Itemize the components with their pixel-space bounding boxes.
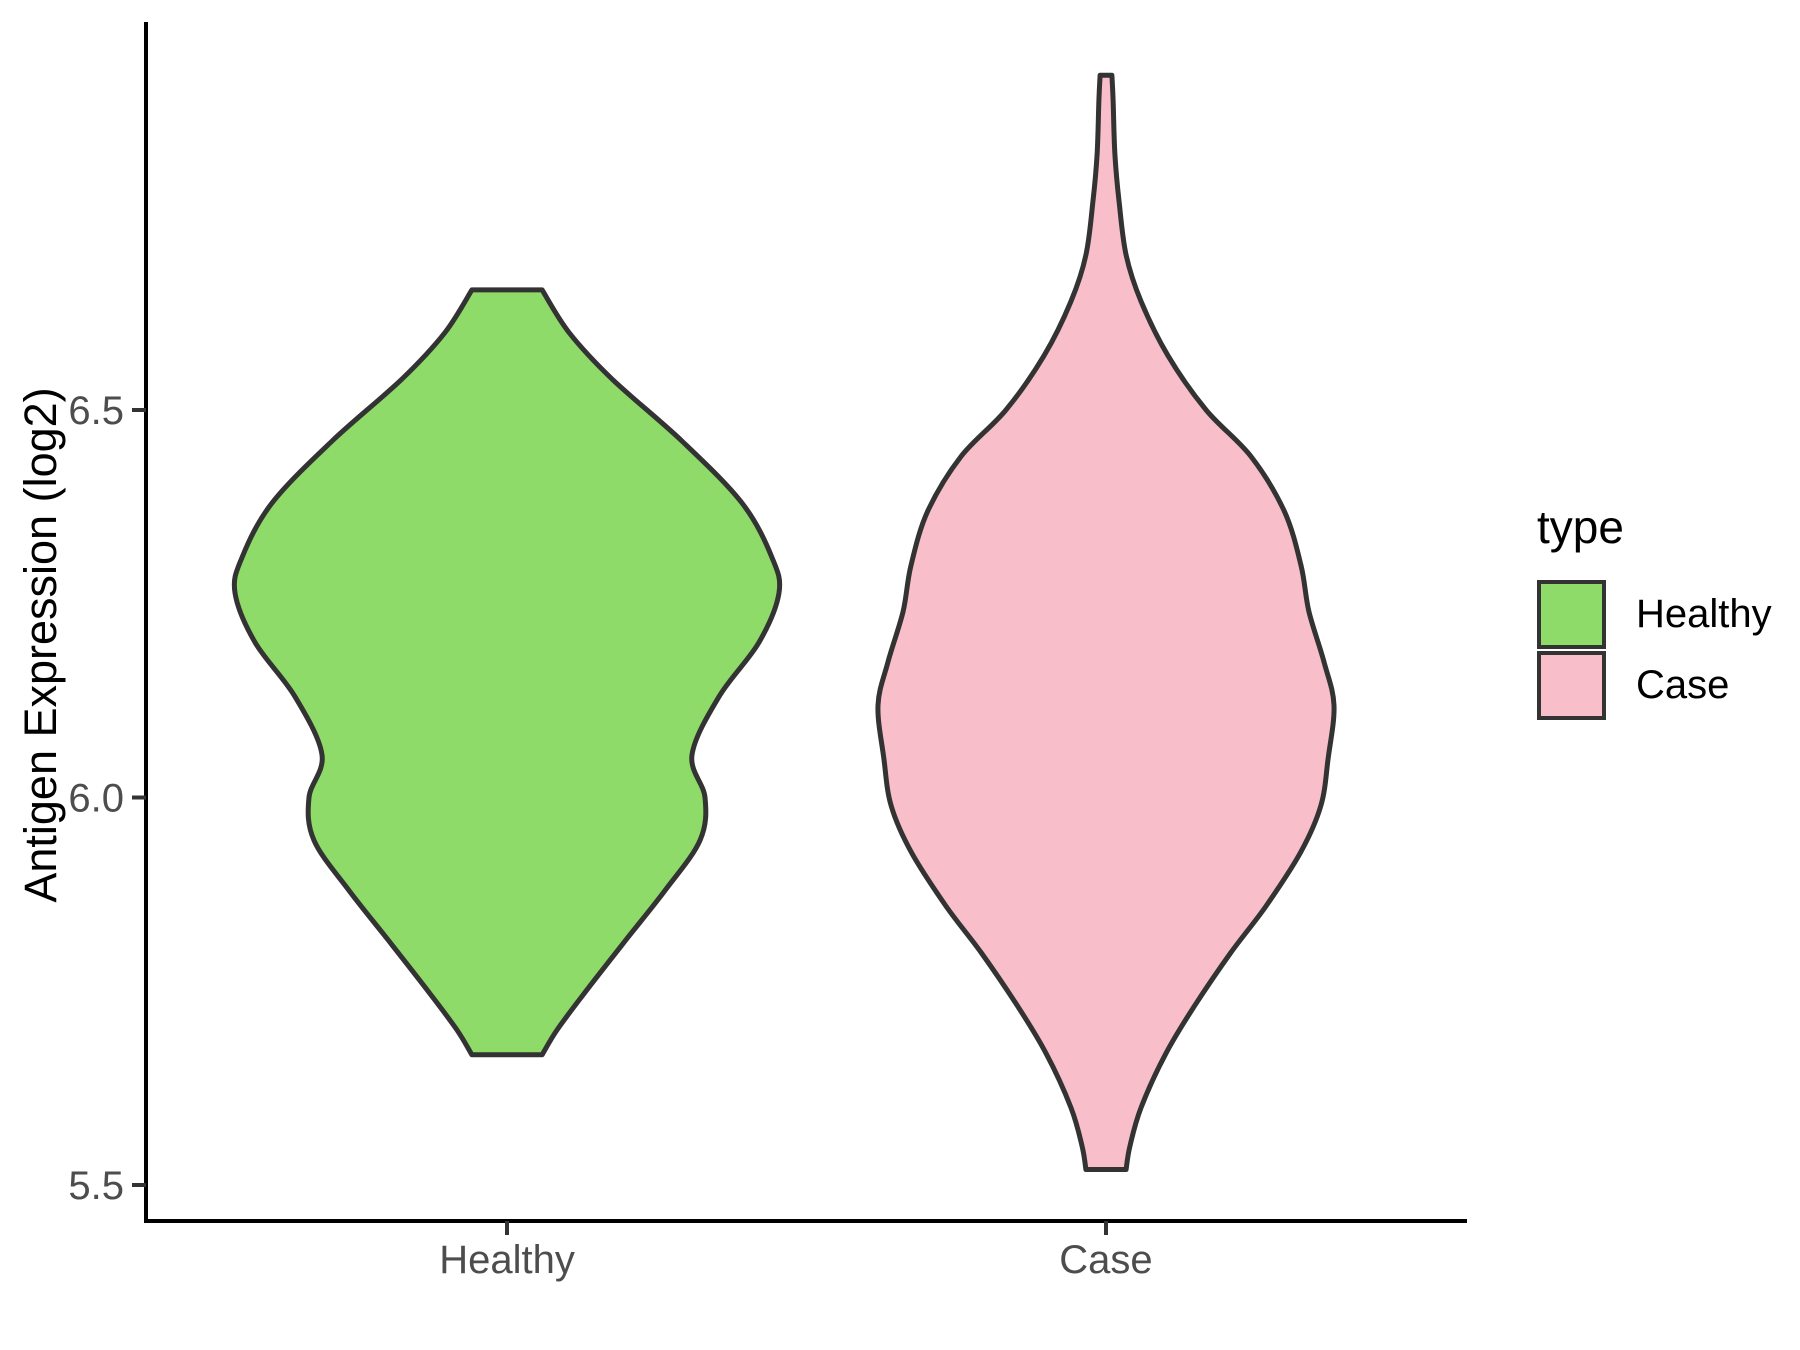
legend-label-case: Case (1636, 663, 1730, 707)
legend-swatch-case (1537, 651, 1606, 720)
violin-healthy (231, 287, 783, 1058)
violin-case (875, 72, 1337, 1172)
y-tick-label: 6.0 (68, 777, 124, 821)
legend-entry-case: Case (1537, 651, 1772, 720)
x-category-label: Case (1059, 1238, 1152, 1282)
legend: type Healthy Case (1537, 500, 1772, 722)
y-tick-label: 5.5 (68, 1164, 124, 1208)
legend-swatch-healthy (1537, 580, 1606, 649)
x-category-label: Healthy (439, 1238, 575, 1282)
axes-layer: 6.5 6.0 5.5 Healthy Case (68, 22, 1467, 1282)
legend-label-healthy: Healthy (1636, 592, 1772, 636)
legend-title: type (1537, 501, 1624, 553)
y-tick-label: 6.5 (68, 389, 124, 433)
y-axis-title: Antigen Expression (log2) (15, 387, 66, 903)
legend-entry-healthy: Healthy (1537, 580, 1772, 649)
violins-layer (231, 72, 1337, 1172)
